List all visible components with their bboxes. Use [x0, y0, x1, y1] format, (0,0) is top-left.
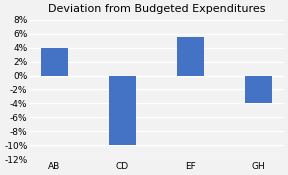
Bar — [245, 75, 272, 103]
Bar — [109, 75, 136, 145]
Bar — [41, 48, 68, 75]
Title: Deviation from Budgeted Expenditures: Deviation from Budgeted Expenditures — [48, 4, 265, 14]
Bar — [177, 37, 204, 75]
